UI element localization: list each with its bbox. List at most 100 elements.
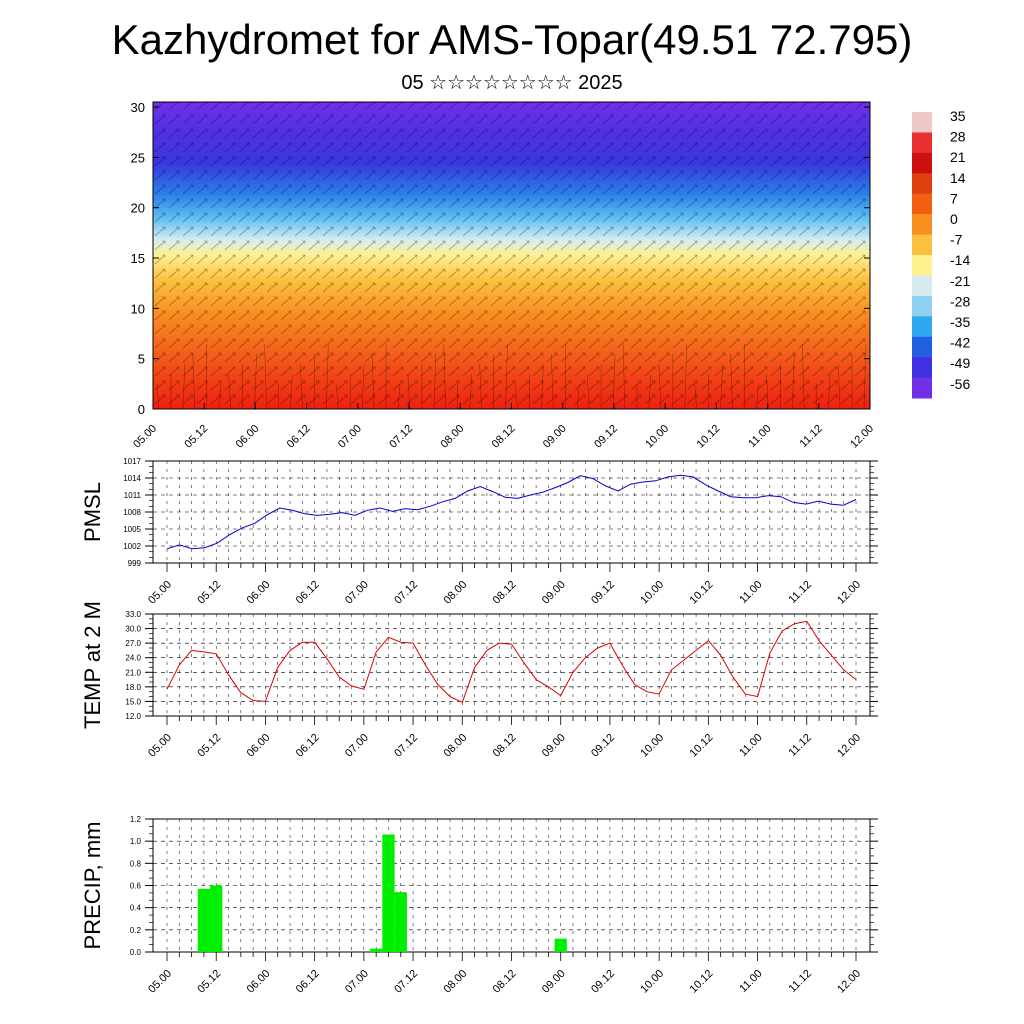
wind-streak [254,353,257,410]
colorbar-swatch [912,275,932,297]
wind-streak [684,343,688,410]
x-tick-label: 07.00 [343,732,371,760]
y-tick-label: 33.0 [125,610,141,619]
x-tick-label: 11.00 [737,732,764,759]
y-tick-label: 27.0 [125,639,141,648]
wind-streak [397,383,401,410]
x-tick-label: 08.12 [490,423,518,451]
colorbar-label: -42 [950,335,970,351]
y-tick-label: 0.0 [130,948,142,957]
x-tick-label: 05.12 [195,732,223,760]
x-tick-label: 07.12 [387,423,415,451]
wind-streak [694,383,697,410]
x-tick-label: 07.00 [343,968,371,996]
y-tick-label: 1017 [123,457,141,466]
x-tick-label: 08.12 [491,732,519,760]
colorbar-swatch [912,193,932,215]
x-tick-label: 08.12 [491,579,519,607]
x-tick-label: 05.12 [195,968,223,996]
wind-streak [469,373,472,410]
wind-streak [586,373,590,410]
precip-bar [382,834,395,952]
y-tick-label: 1008 [123,508,141,517]
x-tick-label: 06.12 [285,423,313,451]
wind-streak [612,353,616,410]
wind-streak [658,363,662,410]
x-tick-label: 10.12 [695,423,723,451]
wind-streak [792,353,795,410]
wind-streak [182,363,186,410]
page-subtitle: 05 ☆☆☆☆☆☆☆☆ 2025 [401,72,623,94]
colorbar-label: -28 [950,293,970,309]
colorbar-label: -35 [950,314,970,330]
y-tick-label: 0.2 [130,926,142,935]
x-tick-label: 10.00 [638,968,666,996]
colorbar-label: 0 [950,211,958,227]
y-tick-label: 1011 [124,491,142,500]
wind-streak [218,383,221,410]
wind-streak [648,373,652,410]
colorbar-swatch [912,336,932,358]
wind-streak [192,353,196,410]
y-tick-label: 1002 [123,542,141,551]
y-tick-label: 15.0 [125,697,141,706]
y-tick-label: 30.0 [125,625,141,634]
colorbar-swatch [912,255,932,276]
x-tick-label: 09.12 [592,423,620,451]
precip-bar [554,938,567,952]
x-tick-label: 06.12 [294,579,322,607]
colorbar-label: 28 [950,129,966,145]
colorbar-label: -56 [950,376,970,392]
precip-bar [370,948,383,952]
x-tick-label: 12.00 [835,732,863,760]
y-tick-label: 20 [131,201,145,216]
x-tick-label: 12.00 [835,968,863,996]
colorbar-swatch [912,132,932,154]
colorbar-swatch [912,214,932,236]
data-line [166,620,857,704]
wind-streak [863,343,867,410]
wind-streak [576,383,580,410]
x-tick-label: 11.00 [737,579,764,606]
x-tick-label: 07.00 [343,579,371,607]
wind-streak [479,363,482,410]
x-tick-label: 09.12 [589,579,617,607]
x-tick-label: 10.12 [688,968,716,996]
x-tick-label: 09.00 [540,579,568,607]
colorbar-swatch [912,377,932,399]
wind-streak [228,373,231,410]
x-tick-label: 09.12 [589,968,617,996]
wind-streak [361,363,365,410]
x-tick-label: 08.00 [438,423,466,451]
y-tick-label: 24.0 [125,654,141,663]
colorbar-swatch [912,316,932,338]
wind-streak [622,343,626,410]
colorbar-swatch [912,152,932,174]
wind-streak [551,353,554,410]
x-tick-label: 10.12 [688,579,716,607]
x-tick-label: 08.12 [491,968,519,996]
x-tick-label: 06.00 [245,732,273,760]
wind-streak [827,373,831,410]
x-tick-label: 06.12 [294,968,322,996]
colorbar-label: 21 [950,149,966,165]
y-axis-title: PMSL [80,482,105,542]
x-tick-label: 05.00 [131,423,159,451]
pmsl-chart: 999 1002 1005 1008 1011 1014 1017 05.00 05.12 06.… [80,457,878,607]
y-tick-label: 999 [128,559,142,568]
x-tick-label: 06.00 [245,968,273,996]
x-tick-label: 05.00 [146,732,174,760]
x-tick-label: 09.00 [540,732,568,760]
wind-streak [300,363,303,410]
colorbar-swatch [912,234,932,256]
x-tick-label: 05.00 [146,579,174,607]
x-tick-label: 11.12 [787,732,814,759]
x-tick-label: 08.00 [441,968,469,996]
x-tick-label: 10.00 [638,579,666,607]
colorbar-label: 35 [950,108,966,124]
wind-streak [371,353,375,410]
x-tick-label: 10.12 [688,732,716,760]
wind-streak [720,363,723,410]
x-tick-label: 06.00 [234,423,262,451]
y-tick-label: 0.6 [130,882,142,891]
